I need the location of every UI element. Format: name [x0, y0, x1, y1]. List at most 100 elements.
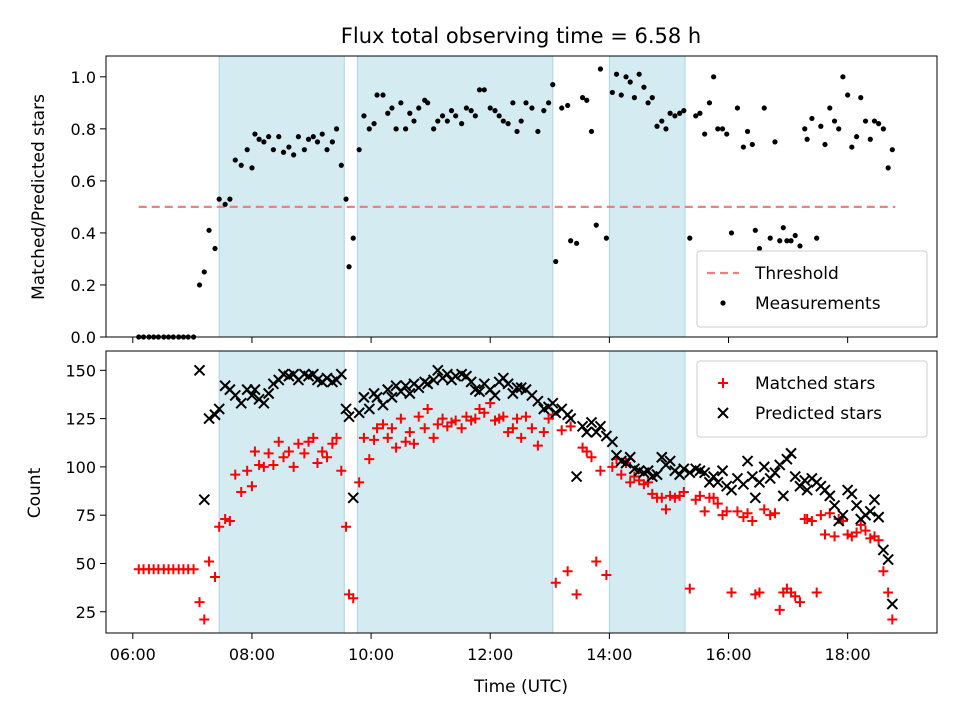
measurement-point: [249, 165, 255, 171]
matched-point: [581, 446, 592, 457]
x-tick-label: 10:00: [348, 645, 394, 664]
matched-point: [526, 423, 537, 434]
measurement-point: [403, 126, 409, 132]
predicted-point: [753, 476, 766, 489]
predicted-point: [824, 490, 836, 502]
matched-point: [678, 487, 689, 497]
matched-point: [732, 506, 743, 517]
measurement-point: [588, 128, 595, 135]
matched-point: [395, 413, 406, 424]
matched-point: [883, 587, 894, 598]
matched-point: [254, 459, 265, 470]
matched-point: [249, 446, 260, 457]
measurement-point: [510, 100, 516, 106]
matched-point: [331, 432, 342, 443]
measurement-point: [719, 126, 726, 132]
measurement-point: [681, 108, 687, 114]
matched-point: [643, 477, 654, 488]
measurement-point: [232, 157, 238, 163]
measurement-point: [802, 126, 808, 132]
measurement-point: [845, 92, 851, 98]
predicted-point: [837, 509, 849, 521]
measurement-point: [468, 108, 474, 114]
predicted-point: [550, 407, 562, 419]
measurement-point: [687, 235, 693, 241]
predicted-point: [725, 484, 738, 496]
measurement-point: [565, 102, 571, 109]
measurement-point: [389, 105, 395, 111]
matched-point: [428, 432, 439, 443]
legend-predicted-swatch: [717, 407, 729, 419]
legend-1: Threshold Measurements: [696, 250, 928, 328]
predicted-point: [886, 598, 899, 610]
matched-point: [794, 597, 805, 608]
predicted-point: [502, 378, 514, 390]
matched-point: [820, 529, 831, 540]
predicted-point: [564, 412, 577, 425]
measurement-point: [238, 162, 244, 168]
measurement-point: [767, 235, 773, 241]
predicted-point: [872, 511, 885, 523]
matched-point: [665, 490, 676, 501]
measurement-point: [505, 121, 511, 127]
measurement-point: [261, 139, 267, 145]
matched-point: [855, 519, 866, 530]
predicted-point: [594, 420, 607, 433]
measurement-point: [663, 126, 669, 132]
measurement-point: [535, 128, 541, 135]
matched-point: [669, 492, 680, 503]
predicted-point: [209, 409, 221, 421]
measurement-point: [459, 121, 465, 127]
matched-point: [873, 535, 884, 546]
predicted-point: [846, 488, 858, 500]
y-tick-label: 0.2: [71, 276, 96, 295]
measurement-point: [636, 71, 642, 77]
matched-point: [571, 589, 582, 600]
matched-point: [660, 504, 671, 515]
matched-point: [694, 490, 705, 501]
measurement-point: [411, 118, 417, 124]
measurement-point: [809, 115, 815, 122]
measurement-point: [439, 113, 446, 119]
predicted-point: [781, 453, 793, 465]
measurement-point: [222, 201, 228, 207]
measurement-point: [889, 147, 895, 153]
predicted-point: [198, 494, 210, 506]
matched-point: [204, 556, 215, 567]
measurement-point: [346, 264, 352, 270]
matched-point: [550, 577, 561, 588]
predicted-point: [404, 387, 416, 400]
predicted-point: [249, 383, 261, 396]
series-predicted-stars: [193, 364, 899, 610]
matched-point: [312, 458, 323, 469]
measurement-point: [541, 108, 547, 114]
measurement-point: [472, 113, 478, 119]
y-tick-label: 75: [76, 506, 96, 525]
measurement-point: [356, 147, 362, 153]
matched-point: [413, 411, 424, 422]
y-tick-label: 25: [76, 603, 96, 622]
measurement-point: [814, 235, 820, 241]
matched-point: [278, 452, 289, 463]
predicted-point: [585, 416, 598, 429]
predicted-point: [489, 389, 501, 402]
predicted-point: [799, 474, 811, 487]
measurement-point: [885, 165, 891, 171]
measurement-point: [435, 118, 441, 124]
predicted-point: [664, 455, 676, 467]
predicted-point: [716, 465, 729, 477]
x-tick-label: 18:00: [825, 645, 871, 664]
measurement-point: [416, 105, 422, 111]
measurement-point: [398, 100, 404, 106]
predicted-point: [864, 505, 876, 518]
observing-window-1: [218, 55, 345, 338]
measurement-point: [463, 105, 469, 111]
top-y-axis-label: Matched/Predicted stars: [29, 94, 49, 300]
matched-point: [759, 504, 770, 515]
measurement-point: [876, 121, 882, 127]
matched-point: [498, 411, 509, 422]
matched-point: [754, 587, 765, 598]
matched-point: [263, 448, 274, 459]
predicted-point: [656, 451, 668, 463]
legend-box: [696, 250, 928, 328]
